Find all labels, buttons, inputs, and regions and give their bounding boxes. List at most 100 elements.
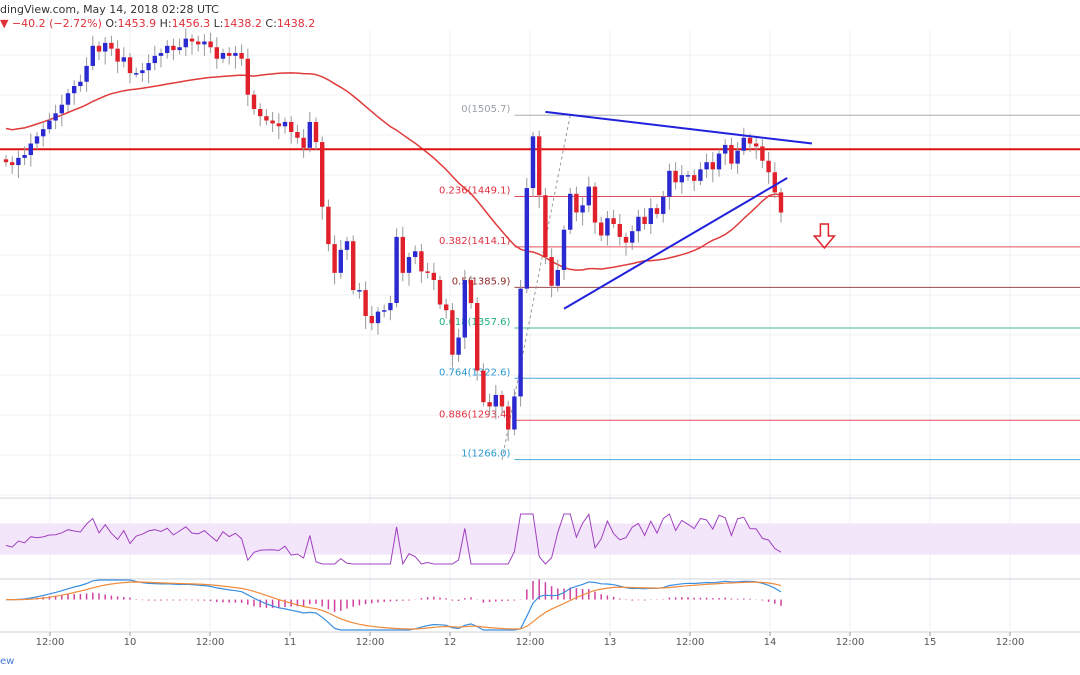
- x-tick-label: 12:00: [676, 637, 705, 648]
- candle-down: [239, 52, 244, 59]
- moving-average-line: [5, 72, 782, 271]
- candle-down: [747, 137, 753, 144]
- x-tick-label: 12:00: [36, 637, 65, 648]
- candle-up: [202, 41, 207, 45]
- open-label: O:: [105, 17, 118, 30]
- candle-down: [475, 303, 480, 371]
- source-timestamp: dingView.com, May 14, 2018 02:28 UTC: [0, 3, 219, 16]
- candle-up: [735, 150, 740, 164]
- candle-up: [685, 175, 691, 177]
- candle-down: [611, 218, 616, 224]
- high-value: 1456.3: [171, 17, 211, 30]
- candle-down: [654, 208, 660, 214]
- candle-up: [518, 288, 523, 397]
- candle-up: [704, 162, 709, 170]
- candle-down: [214, 47, 219, 59]
- candle-down: [642, 216, 647, 224]
- lower-trendline: [563, 177, 788, 310]
- candle-down: [301, 137, 306, 148]
- candle-down: [419, 251, 424, 272]
- candle-down: [444, 304, 449, 311]
- candle-down: [326, 206, 331, 245]
- candle-down: [10, 162, 15, 166]
- candle-down: [270, 120, 275, 124]
- upper-trendline: [545, 110, 813, 145]
- candle-up: [741, 137, 746, 151]
- candle-down: [729, 144, 734, 164]
- ohlc-readout: ▼ −40.2 (−2.72%) O:1453.9 H:1456.3 L:143…: [0, 17, 315, 30]
- candle-up: [121, 57, 126, 62]
- fib-level-label: 1(1266.0): [461, 449, 510, 460]
- candle-down: [127, 57, 133, 74]
- candle-down: [468, 280, 474, 304]
- candle-down: [109, 42, 114, 49]
- candle-down: [196, 41, 201, 45]
- candle-down: [351, 241, 356, 291]
- candle-down: [710, 162, 715, 170]
- candle-down: [313, 121, 319, 143]
- candle-up: [78, 81, 83, 87]
- candle-down: [592, 186, 598, 223]
- candle-down: [251, 94, 257, 110]
- candle-down: [400, 236, 405, 273]
- candle-down: [96, 45, 102, 52]
- candle-down: [766, 160, 771, 173]
- candle-down: [363, 290, 368, 316]
- x-tick-label: 12: [444, 637, 457, 648]
- candle-up: [561, 229, 567, 270]
- candle-down: [115, 48, 120, 62]
- candle-up: [698, 169, 703, 181]
- candle-up: [59, 104, 64, 114]
- candle-down: [295, 132, 300, 138]
- candle-down: [425, 271, 430, 273]
- x-tick-label: 12:00: [996, 637, 1025, 648]
- down-arrow-icon: ▼: [0, 17, 9, 30]
- candle-down: [320, 142, 325, 207]
- x-tick-label: 12:00: [516, 637, 545, 648]
- brand-fragment: ew: [0, 656, 14, 667]
- candle-down: [3, 159, 9, 163]
- x-tick-label: 15: [924, 637, 937, 648]
- candle-up: [28, 143, 33, 156]
- candle-up: [648, 208, 653, 224]
- candle-down: [506, 406, 511, 430]
- rsi-band: [0, 523, 1080, 555]
- candle-up: [177, 47, 182, 51]
- candle-up: [382, 310, 387, 312]
- signal-line: [6, 581, 782, 630]
- candle-up: [34, 136, 40, 144]
- candle-up: [146, 63, 151, 71]
- high-label: H:: [159, 17, 172, 30]
- chart-header: dingView.com, May 14, 2018 02:28 UTC ▼ −…: [0, 0, 1080, 30]
- candle-up: [84, 65, 89, 82]
- candle-up: [53, 113, 58, 121]
- candle-up: [555, 269, 560, 286]
- fib-level-label: 0.764(1322.6): [439, 367, 511, 378]
- candle-up: [357, 290, 362, 292]
- x-tick-label: 10: [124, 637, 137, 648]
- candle-up: [183, 38, 188, 48]
- candle-down: [258, 109, 263, 117]
- candle-up: [375, 311, 381, 324]
- candle-up: [661, 196, 666, 214]
- candle-down: [481, 370, 486, 403]
- candle-down: [450, 310, 455, 355]
- candle-down: [245, 58, 250, 95]
- x-tick-label: 12:00: [836, 637, 865, 648]
- candle-down: [276, 123, 281, 127]
- fib-level-label: 0.382(1414.1): [439, 236, 511, 247]
- candle-up: [134, 73, 139, 75]
- candle-down: [760, 146, 765, 161]
- fib-level-label: 0.5(1385.9): [452, 276, 511, 287]
- candle-up: [394, 236, 399, 304]
- candle-up: [723, 144, 728, 154]
- macd-pane: [5, 579, 782, 631]
- candle-up: [140, 70, 145, 74]
- price-change: −40.2 (−2.72%): [11, 17, 102, 30]
- candle-up: [72, 86, 77, 94]
- candle-up: [630, 231, 635, 243]
- candle-up: [586, 186, 591, 206]
- candle-up: [103, 42, 108, 52]
- candle-down: [332, 244, 337, 273]
